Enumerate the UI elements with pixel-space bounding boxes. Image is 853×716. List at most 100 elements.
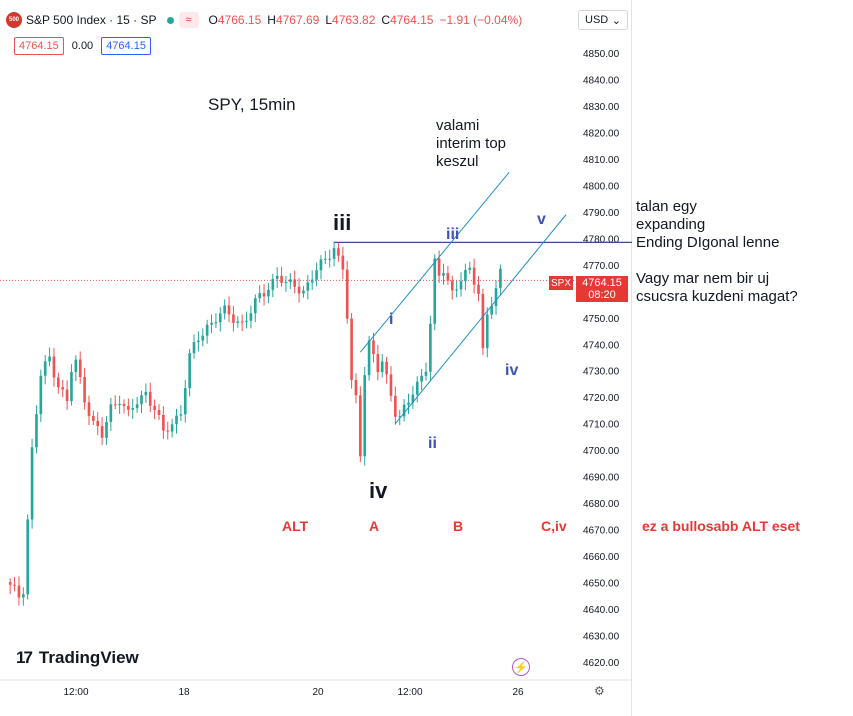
candle-body bbox=[240, 321, 244, 323]
currency-select[interactable]: USD ⌄ bbox=[578, 10, 628, 30]
candle-body bbox=[420, 375, 423, 382]
open-label: O bbox=[208, 13, 218, 27]
wave-ii-label: ii bbox=[428, 435, 437, 452]
candle-body bbox=[197, 340, 200, 343]
candle-body bbox=[162, 414, 165, 431]
candle-body bbox=[459, 281, 463, 290]
spread-value: 0.00 bbox=[71, 40, 94, 52]
candle-body bbox=[293, 279, 297, 287]
candle-body bbox=[26, 519, 30, 595]
candle-body bbox=[48, 356, 51, 362]
candle-body bbox=[113, 404, 117, 406]
y-tick-label: 4670.00 bbox=[583, 525, 620, 536]
candle-body bbox=[306, 282, 310, 291]
candle-body bbox=[389, 374, 393, 396]
sp500-logo-icon: 500 bbox=[6, 12, 22, 28]
top-note-line: valami bbox=[436, 117, 480, 134]
candle-body bbox=[302, 290, 305, 294]
candle-body bbox=[127, 406, 130, 410]
candle-body bbox=[227, 305, 231, 315]
sell-price-button[interactable]: 4764.15 bbox=[14, 37, 64, 55]
candle-body bbox=[442, 273, 445, 276]
candle-body bbox=[109, 404, 113, 422]
alt-civ-label: C,iv bbox=[541, 518, 567, 534]
alt-a-label: A bbox=[369, 518, 380, 534]
gear-icon[interactable]: ⚙ bbox=[594, 684, 605, 698]
lightning-icon[interactable]: ⚡ bbox=[512, 658, 530, 676]
candle-body bbox=[468, 267, 472, 270]
wave-iii-label: iii bbox=[446, 226, 460, 243]
y-tick-label: 4630.00 bbox=[583, 631, 620, 642]
candle-body bbox=[157, 410, 161, 415]
candle-body bbox=[385, 361, 388, 375]
candle-body bbox=[8, 582, 12, 585]
change-value: −1.91 (−0.04%) bbox=[439, 13, 523, 27]
candle-body bbox=[267, 289, 270, 297]
candle-body bbox=[411, 394, 415, 403]
y-tick-label: 4640.00 bbox=[583, 605, 620, 616]
candle-body bbox=[232, 314, 235, 323]
right-note-2: Vagy mar nem bir uj csucsra kuzdeni maga… bbox=[636, 270, 798, 306]
y-tick-label: 4800.00 bbox=[583, 182, 620, 193]
candle-body bbox=[148, 391, 152, 406]
candle-body bbox=[310, 279, 314, 283]
candle-body bbox=[359, 395, 362, 457]
candle-body bbox=[437, 258, 441, 276]
last-price-tag: 4764.15 08:20 bbox=[576, 276, 628, 302]
right-note-line: csucsra kuzdeni magat? bbox=[636, 288, 798, 305]
candle-body bbox=[105, 421, 108, 438]
top-note-line: keszul bbox=[436, 153, 479, 170]
candle-body bbox=[280, 275, 283, 283]
candle-body bbox=[446, 273, 450, 281]
price-chart[interactable]: 4620.00 4630.00 4640.00 4650.00 4660.00 4670.… bbox=[0, 0, 632, 716]
low-label: L bbox=[325, 13, 333, 27]
candle-body bbox=[494, 288, 498, 307]
spx-tag: SPX bbox=[549, 276, 573, 290]
open-value: 4766.15 bbox=[217, 13, 262, 27]
y-tick-label: 4730.00 bbox=[583, 367, 620, 378]
candle-body bbox=[183, 388, 187, 415]
candle-body bbox=[477, 284, 480, 295]
close-label: C bbox=[381, 13, 391, 27]
top-note-line: interim top bbox=[436, 135, 507, 152]
candle-body bbox=[35, 414, 38, 448]
y-tick-label: 4660.00 bbox=[583, 552, 620, 563]
chart-panel[interactable]: 4620.00 4630.00 4640.00 4650.00 4660.00 4670.… bbox=[0, 0, 632, 716]
candle-body bbox=[78, 359, 82, 378]
right-note-line: talan egy bbox=[636, 198, 697, 215]
candle-body bbox=[87, 402, 91, 417]
wave-icon[interactable]: ≈ bbox=[178, 12, 199, 28]
candle-body bbox=[223, 305, 226, 314]
alt-label: ALT bbox=[282, 518, 309, 534]
bar-countdown: 08:20 bbox=[588, 289, 616, 301]
tradingview-name: TradingView bbox=[38, 648, 139, 667]
candle-body bbox=[429, 323, 432, 372]
candle-body bbox=[166, 430, 170, 432]
right-note-line: expanding bbox=[636, 216, 706, 233]
wave-iv-label: iv bbox=[505, 362, 519, 379]
tradingview-mark-icon: 17 bbox=[16, 648, 33, 667]
candle-body bbox=[485, 314, 489, 349]
candle-body bbox=[464, 269, 467, 282]
symbol-header: 500 S&P 500 Index · 15 · SP ≈ O 4766.15 H… bbox=[6, 9, 528, 31]
chart-title-note: SPY, 15min bbox=[208, 95, 296, 114]
candle-body bbox=[135, 404, 139, 409]
trade-row: 4764.15 0.00 4764.15 bbox=[14, 37, 151, 55]
candle-body bbox=[100, 426, 104, 438]
candle-body bbox=[472, 267, 476, 285]
market-open-icon bbox=[166, 16, 174, 24]
buy-price-button[interactable]: 4764.15 bbox=[101, 37, 151, 55]
alt-note: ez a bullosabb ALT eset bbox=[642, 518, 800, 534]
x-tick-label: 20 bbox=[312, 687, 324, 698]
candle-body bbox=[288, 279, 292, 282]
y-tick-label: 4700.00 bbox=[583, 446, 620, 457]
candle-body bbox=[188, 353, 191, 389]
candle-body bbox=[96, 420, 100, 427]
candle-body bbox=[192, 342, 196, 354]
y-tick-label: 4850.00 bbox=[583, 49, 620, 60]
symbol-title[interactable]: S&P 500 Index · 15 · SP bbox=[26, 13, 157, 27]
y-tick-label: 4690.00 bbox=[583, 473, 620, 484]
candle-body bbox=[367, 340, 371, 376]
candle-body bbox=[210, 322, 213, 325]
candle-body bbox=[337, 248, 340, 256]
